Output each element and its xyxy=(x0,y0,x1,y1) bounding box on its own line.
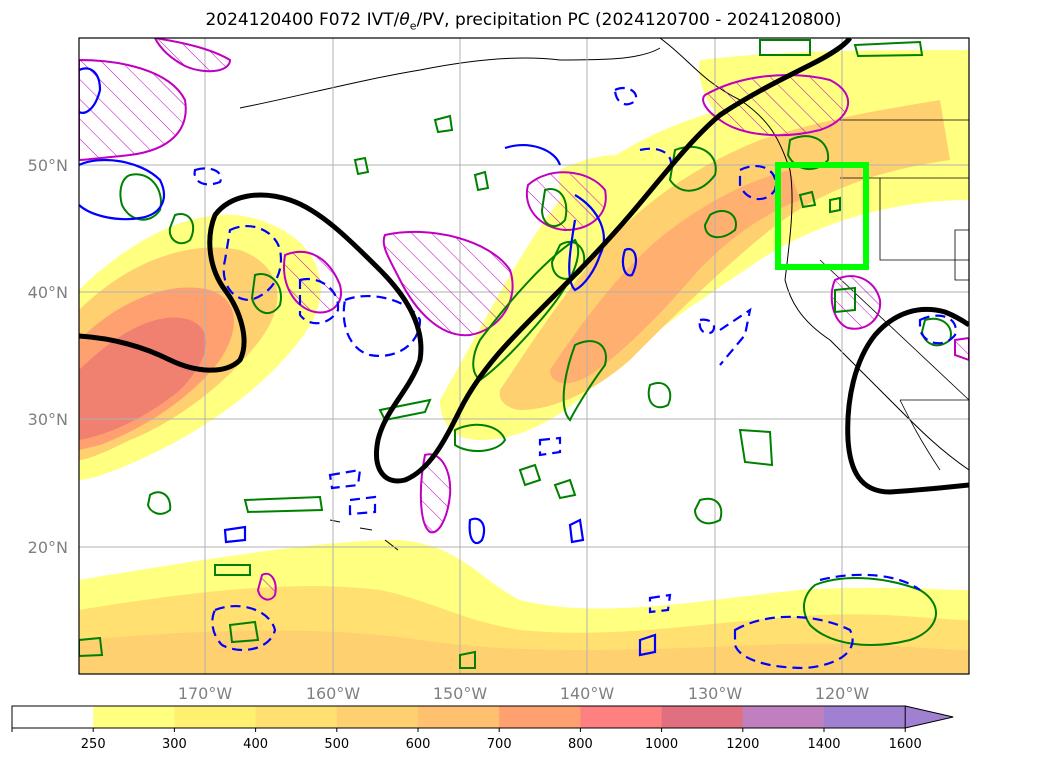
lon-label-160w: 160°W xyxy=(306,684,361,703)
colorbar-swatch xyxy=(418,706,500,728)
colorbar-swatch xyxy=(499,706,581,728)
map-frame xyxy=(78,37,970,675)
colorbar-border xyxy=(11,705,906,729)
lon-label-150w: 150°W xyxy=(433,684,488,703)
pv-contour xyxy=(79,38,969,495)
colorbar-tick-label: 400 xyxy=(243,737,268,752)
colorbar-swatch xyxy=(824,706,906,728)
colorbar-extend-arrow xyxy=(904,705,954,729)
ivt-shading xyxy=(79,50,969,674)
lon-label-170w: 170°W xyxy=(178,684,233,703)
map-area xyxy=(79,38,969,674)
theta-e-negative-contours xyxy=(79,67,657,657)
colorbar-tick-label: 1400 xyxy=(807,737,840,752)
lon-label-120w: 120°W xyxy=(815,684,870,703)
colorbar-swatch xyxy=(174,706,257,728)
colorbar-tick-label: 600 xyxy=(406,737,431,752)
colorbar-tick-label: 300 xyxy=(162,737,187,752)
colorbar-swatch xyxy=(580,706,663,728)
colorbar-tick-label: 800 xyxy=(568,737,593,752)
colorbar-tick-label: 250 xyxy=(81,737,106,752)
lat-label-30: 30°N xyxy=(28,410,68,429)
colorbar-swatch xyxy=(12,706,94,728)
lat-label-20: 20°N xyxy=(28,538,68,557)
colorbar-tick-label: 500 xyxy=(324,737,349,752)
colorbar-swatch xyxy=(661,706,744,728)
lat-label-40: 40°N xyxy=(28,283,68,302)
lat-label-50: 50°N xyxy=(28,156,68,175)
colorbar-tick-label: 1200 xyxy=(726,737,759,752)
colorbar: 250 300 400 500 600 700 800 1000 1200 1400 1600 xyxy=(11,705,954,752)
colorbar-swatch xyxy=(336,706,419,728)
colorbar-tick-label: 1600 xyxy=(889,737,922,752)
figure-title: 2024120400 F072 IVT/θe/PV, precipitation… xyxy=(205,10,842,33)
colorbar-tick-label: 700 xyxy=(487,737,512,752)
colorbar-swatch xyxy=(742,706,825,728)
precip-pc-contours xyxy=(79,38,969,601)
lon-label-140w: 140°W xyxy=(560,684,615,703)
colorbar-swatch xyxy=(255,706,338,728)
colorbar-swatch xyxy=(93,706,175,728)
theta-e-negative-dashed-contours xyxy=(193,86,957,670)
colorbar-tick-label: 1000 xyxy=(645,737,678,752)
lon-label-130w: 130°W xyxy=(688,684,743,703)
target-region-box xyxy=(775,162,869,270)
